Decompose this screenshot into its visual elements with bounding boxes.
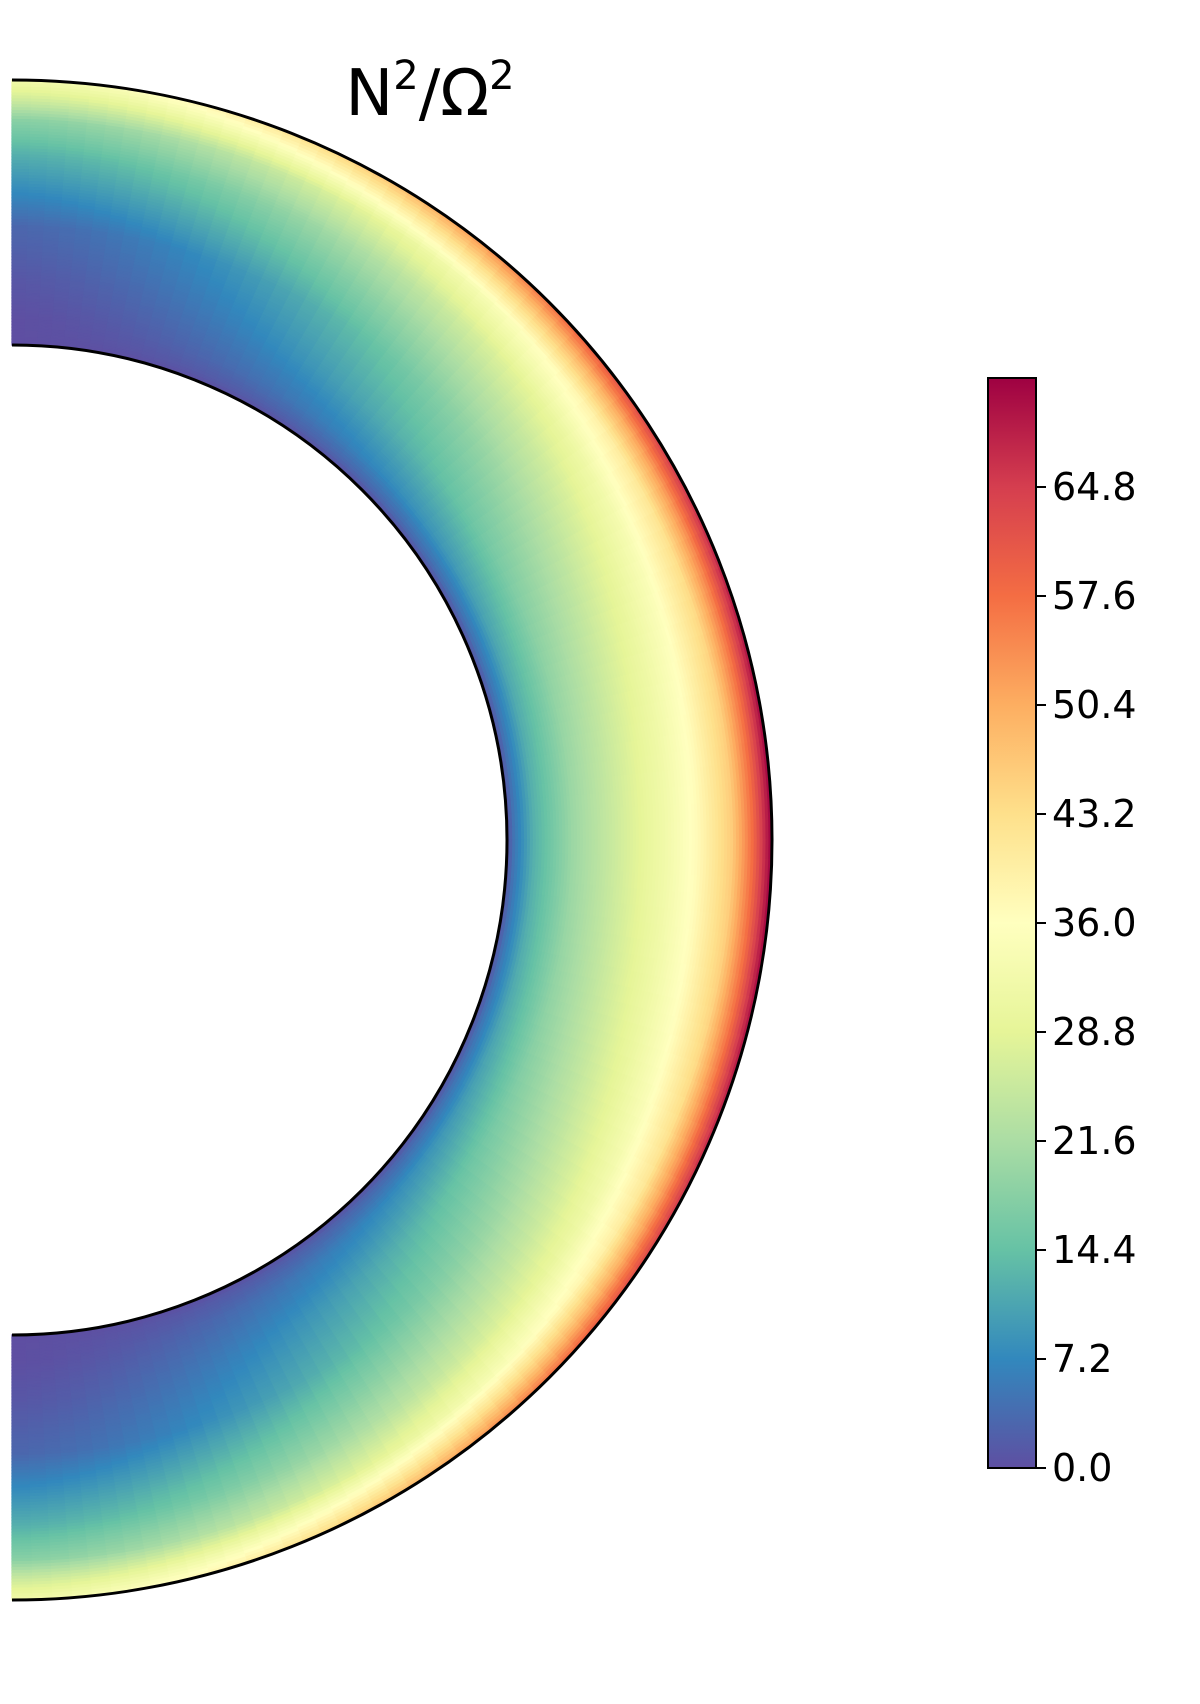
chart-title: N2/Ω2 (345, 53, 514, 131)
shell-heatmap (11, 79, 773, 1601)
